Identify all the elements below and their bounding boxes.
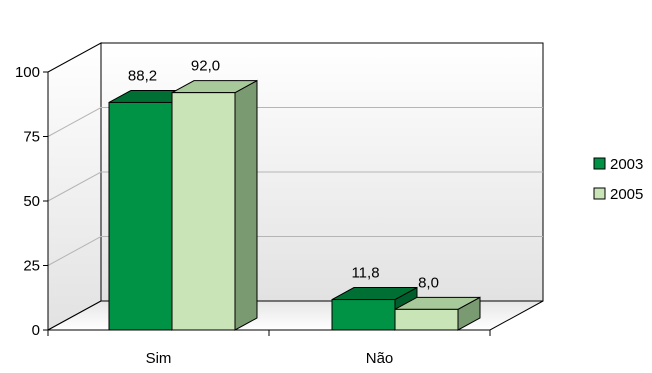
axes: 0 25 50 75 100 Sim Não	[15, 64, 491, 367]
x-tick-label: Não	[366, 350, 394, 367]
data-label: 8,0	[418, 274, 439, 291]
legend-label: 2005	[610, 186, 643, 203]
bars	[108, 79, 481, 331]
y-tick-label: 75	[23, 129, 40, 146]
legend: 2003 2005	[593, 156, 643, 203]
x-tick-label: Sim	[146, 350, 172, 367]
data-label: 88,2	[128, 67, 157, 84]
bar	[171, 79, 258, 331]
legend-label: 2003	[610, 156, 643, 173]
y-tick-label: 100	[15, 64, 40, 81]
gridline	[47, 171, 543, 202]
data-labels: 88,2 92,0 11,8 8,0	[128, 58, 439, 292]
gridline	[47, 236, 543, 266]
gridlines	[47, 107, 543, 266]
legend-swatch	[593, 157, 606, 170]
legend-swatch	[593, 187, 606, 200]
data-label: 92,0	[191, 58, 220, 75]
data-label: 11,8	[351, 265, 379, 282]
y-tick-label: 50	[23, 193, 40, 210]
gridline	[47, 107, 543, 137]
y-tick-label: 0	[32, 322, 40, 339]
y-tick-label: 25	[23, 258, 40, 275]
bar	[394, 296, 481, 331]
